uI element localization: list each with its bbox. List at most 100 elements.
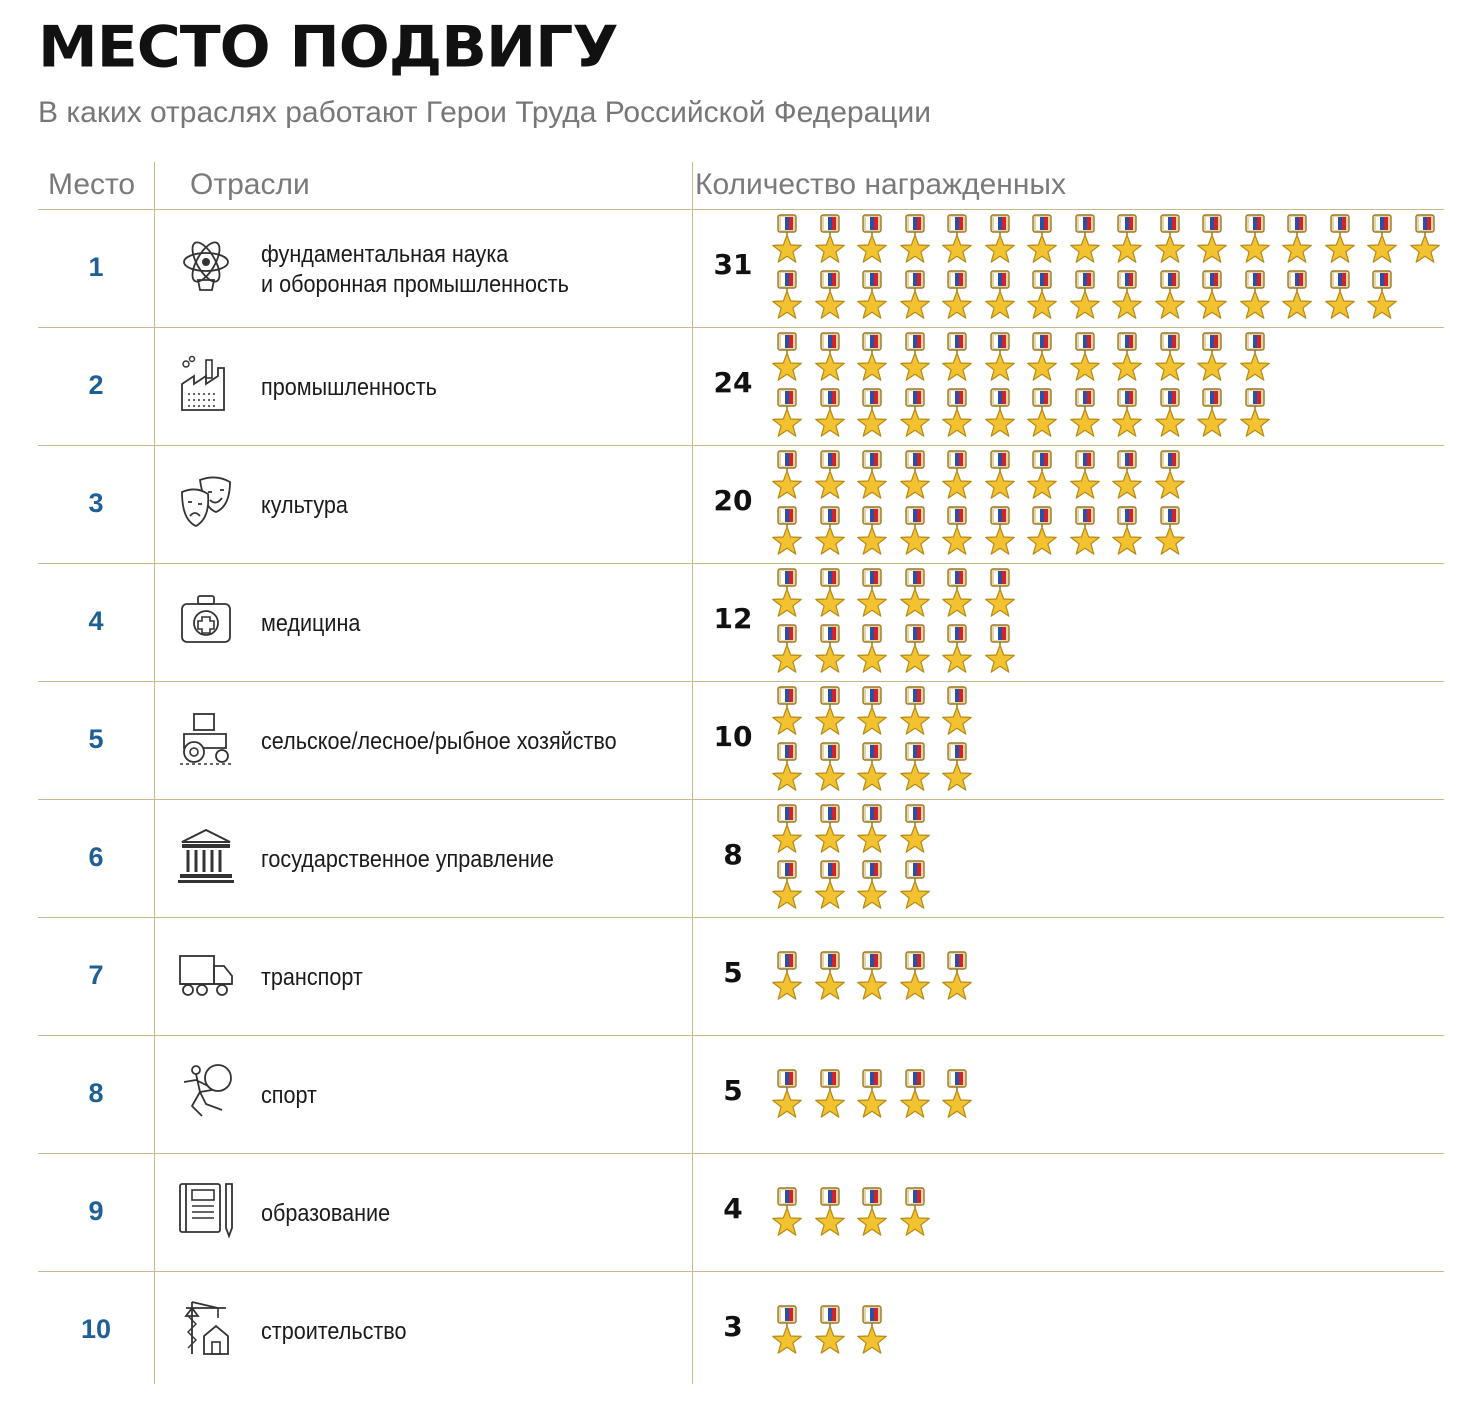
- award-count: 10: [713, 720, 753, 753]
- hero-medal-icon: [1068, 506, 1102, 558]
- first-aid-kit-icon: [178, 590, 234, 650]
- hero-medal-icon: [1110, 388, 1144, 440]
- hero-medal-icon: [940, 1069, 974, 1121]
- hero-medal-icon: [855, 568, 889, 620]
- hero-medal-icon: [1153, 214, 1187, 266]
- tractor-icon: [178, 708, 234, 768]
- hero-medal-icon: [770, 450, 804, 502]
- sector-label-line: культура: [261, 492, 348, 519]
- row-divider: [38, 1035, 1444, 1036]
- hero-medal-icon: [855, 450, 889, 502]
- table-row: 9 образование 4: [0, 1153, 1466, 1271]
- hero-medal-icon: [1195, 270, 1229, 322]
- column-divider-rank: [154, 162, 155, 1384]
- hero-medal-icon: [983, 506, 1017, 558]
- row-divider: [38, 327, 1444, 328]
- hero-medal-icon: [983, 624, 1017, 676]
- hero-medal-icon: [1110, 270, 1144, 322]
- hero-medal-icon: [940, 214, 974, 266]
- hero-medal-icon: [855, 951, 889, 1003]
- hero-medal-icon: [813, 568, 847, 620]
- sector-label-line: государственное управление: [261, 846, 554, 873]
- hero-medal-icon: [1025, 332, 1059, 384]
- sector-label-line: и оборонная промышленность: [261, 271, 569, 298]
- sector-label: культура: [261, 491, 348, 521]
- hero-medal-icon: [898, 742, 932, 794]
- sector-label: сельское/лесное/рыбное хозяйство: [261, 727, 617, 757]
- hero-medal-icon: [813, 214, 847, 266]
- sector-label-line: транспорт: [261, 964, 363, 991]
- hero-medal-icon: [813, 332, 847, 384]
- hero-medal-icon: [983, 450, 1017, 502]
- hero-medal-icon: [1238, 270, 1272, 322]
- hero-medal-icon: [983, 332, 1017, 384]
- hero-medal-icon: [1280, 270, 1314, 322]
- hero-medal-icon: [770, 332, 804, 384]
- hero-medal-icon: [1365, 270, 1399, 322]
- hero-medal-icon: [983, 214, 1017, 266]
- hero-medal-icon: [770, 742, 804, 794]
- hero-medal-icon: [855, 860, 889, 912]
- hero-medal-icon: [1025, 270, 1059, 322]
- hero-medal-icon: [813, 1187, 847, 1239]
- row-divider: [38, 1153, 1444, 1154]
- hero-medal-icon: [770, 860, 804, 912]
- hero-medal-icon: [813, 860, 847, 912]
- hero-medal-icon: [898, 506, 932, 558]
- government-building-icon: [178, 826, 234, 886]
- hero-medal-icon: [770, 270, 804, 322]
- hero-medal-icon: [1153, 450, 1187, 502]
- hero-medal-icon: [1110, 450, 1144, 502]
- sector-label: образование: [261, 1199, 390, 1229]
- row-divider: [38, 1271, 1444, 1272]
- award-count: 24: [713, 366, 753, 399]
- hero-medal-icon: [855, 332, 889, 384]
- row-divider: [38, 917, 1444, 918]
- medal-bar: [770, 917, 1450, 1035]
- page-title: МЕСТО ПОДВИГУ: [38, 14, 619, 81]
- rank-number: 5: [88, 724, 104, 754]
- column-header-rank: Место: [48, 168, 136, 201]
- rank-number: 9: [88, 1196, 104, 1226]
- hero-medal-icon: [770, 1187, 804, 1239]
- hero-medal-icon: [898, 214, 932, 266]
- book-pencil-icon: [178, 1180, 234, 1240]
- hero-medal-icon: [1025, 506, 1059, 558]
- award-count: 8: [723, 838, 743, 871]
- sector-label: спорт: [261, 1081, 317, 1111]
- hero-medal-icon: [940, 450, 974, 502]
- hero-medal-icon: [770, 686, 804, 738]
- hero-medal-icon: [770, 388, 804, 440]
- hero-medal-icon: [1110, 506, 1144, 558]
- rank-number: 6: [88, 842, 104, 872]
- award-count: 12: [713, 602, 753, 635]
- hero-medal-icon: [1110, 214, 1144, 266]
- hero-medal-icon: [1195, 332, 1229, 384]
- hero-medal-icon: [1153, 506, 1187, 558]
- sector-label: государственное управление: [261, 845, 554, 875]
- hero-medal-icon: [855, 214, 889, 266]
- hero-medal-icon: [940, 568, 974, 620]
- hero-medal-icon: [940, 388, 974, 440]
- hero-medal-icon: [855, 804, 889, 856]
- hero-medal-icon: [1408, 214, 1442, 266]
- hero-medal-icon: [813, 624, 847, 676]
- sector-label-line: фундаментальная наука: [261, 241, 509, 268]
- rank-number: 8: [88, 1078, 104, 1108]
- hero-medal-icon: [1323, 270, 1357, 322]
- hero-medal-icon: [940, 951, 974, 1003]
- hero-medal-icon: [770, 624, 804, 676]
- hero-medal-icon: [1068, 214, 1102, 266]
- hero-medal-icon: [813, 686, 847, 738]
- hero-medal-icon: [898, 1069, 932, 1121]
- row-divider: [38, 681, 1444, 682]
- medal-bar: [770, 445, 1450, 563]
- hero-medal-icon: [855, 270, 889, 322]
- medal-bar: [770, 1153, 1450, 1271]
- athlete-icon: [178, 1062, 234, 1122]
- table-row: 3 культура 20: [0, 445, 1466, 563]
- hero-medal-icon: [898, 450, 932, 502]
- hero-medal-icon: [983, 388, 1017, 440]
- medal-bar: [770, 1271, 1450, 1389]
- rank-number: 3: [88, 488, 104, 518]
